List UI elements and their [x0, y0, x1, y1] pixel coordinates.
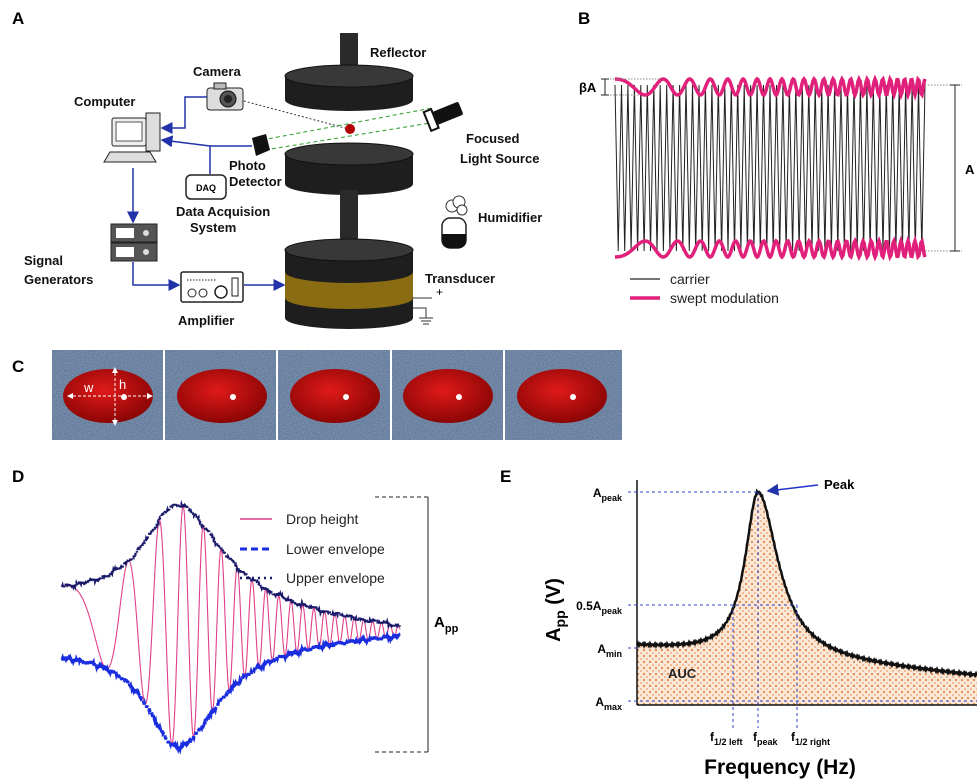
x-label: f1/2 right [791, 730, 830, 747]
glint [570, 394, 576, 400]
panel-label: E [500, 467, 511, 486]
legend-label: swept modulation [670, 290, 779, 306]
label: App [434, 614, 459, 635]
camera-icon [207, 83, 243, 110]
panel-c: C w h [12, 350, 622, 440]
label: AUC [668, 666, 697, 681]
label: Focused [466, 131, 520, 146]
computer-icon [104, 113, 160, 162]
label-base: A [593, 486, 602, 500]
y-label: Apeak [593, 486, 623, 503]
label: System [190, 220, 236, 235]
label: Computer [74, 94, 135, 109]
cylinder-bottom [285, 307, 413, 329]
amplifier-icon [181, 272, 243, 302]
panel-label: C [12, 357, 24, 376]
glint [121, 394, 127, 400]
signal-generator-icon [111, 224, 157, 261]
label: Photo [229, 158, 266, 173]
label: Camera [193, 64, 241, 79]
peak-arrow [768, 485, 818, 491]
label: Amplifier [178, 313, 234, 328]
label: Peak [824, 477, 855, 492]
label: Data Acquision [176, 204, 270, 219]
label-sub: peak [601, 606, 623, 616]
label: Humidifier [478, 210, 542, 225]
panel-label: B [578, 9, 590, 28]
label-sub: peak [757, 737, 779, 747]
glint [230, 394, 236, 400]
levitator [285, 33, 413, 329]
label: Detector [229, 174, 282, 189]
x-label: f1/2 left [710, 730, 743, 747]
legend-label: Lower envelope [286, 541, 385, 557]
ground-symbol [412, 298, 433, 324]
drop [403, 369, 493, 423]
label: A [965, 162, 975, 177]
transducer-stem [340, 190, 358, 246]
label-sub: max [604, 702, 622, 712]
label: DAQ [196, 183, 216, 193]
drop [517, 369, 607, 423]
legend-label: Upper envelope [286, 570, 385, 586]
panel-b: B βA A carrier swept modulation [578, 9, 975, 306]
panel-label: A [12, 9, 24, 28]
bracket [601, 79, 609, 95]
label: w [83, 380, 94, 395]
legend-label: carrier [670, 271, 710, 287]
label-base: A [595, 695, 604, 709]
legend-label: Drop height [286, 511, 358, 527]
label: Generators [24, 272, 93, 287]
label-base: A [434, 614, 445, 631]
y-label: Amax [595, 695, 622, 712]
cylinder-top [285, 143, 413, 165]
label-base: 0.5A [576, 599, 602, 613]
label-base: A [543, 627, 565, 641]
panel-d: D Drop height Lower envelope Upper envel… [12, 467, 459, 752]
label: Transducer [425, 271, 495, 286]
label-rest: (V) [543, 578, 565, 610]
droplet [345, 124, 355, 134]
guide [375, 497, 428, 752]
label-sub: pp [445, 623, 459, 635]
label: Reflector [370, 45, 426, 60]
light-source-icon [424, 99, 465, 131]
photo-detector-icon [252, 134, 270, 156]
humidifier-icon [442, 196, 467, 248]
label: Light Source [460, 151, 539, 166]
cylinder-bottom [285, 89, 413, 111]
label-sub: min [606, 649, 622, 659]
label-base: A [597, 642, 606, 656]
figure: A Focused Light Source Reflector Camera … [0, 0, 977, 783]
label-sub: 1/2 left [714, 737, 743, 747]
cylinder-top [285, 65, 413, 87]
axis-title: Frequency (Hz) [704, 756, 856, 779]
label: Signal [24, 253, 63, 268]
modulated-wave [615, 79, 925, 257]
modulation-bottom [615, 241, 925, 257]
cylinder-top [285, 239, 413, 261]
panel-label: D [12, 467, 24, 486]
glint [343, 394, 349, 400]
carrier [615, 85, 925, 251]
y-label: Amin [597, 642, 622, 659]
label: h [119, 377, 126, 392]
drop-height-plot [62, 503, 400, 749]
label: βA [579, 80, 597, 95]
glint [456, 394, 462, 400]
bracket [950, 85, 960, 251]
x-label: fpeak [753, 730, 779, 747]
label-sub: peak [601, 493, 623, 503]
drop [177, 369, 267, 423]
label: + [436, 285, 443, 299]
panel-a: A Focused Light Source Reflector Camera … [12, 9, 542, 329]
drop [290, 369, 380, 423]
lower-envelope [62, 634, 400, 749]
y-label: 0.5Apeak [576, 599, 623, 616]
axis-title: App (V) [543, 578, 568, 642]
label-sub: pp [552, 610, 568, 627]
label-sub: 1/2 right [795, 737, 830, 747]
